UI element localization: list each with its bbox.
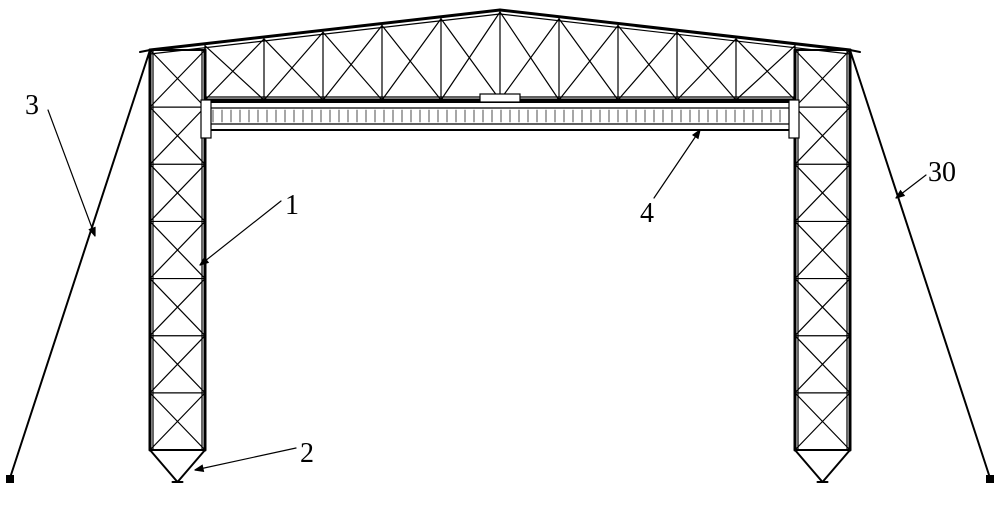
callout-1: 1: [285, 190, 299, 222]
gantry-diagram: [0, 0, 1000, 507]
callout-3: 3: [25, 90, 39, 122]
callout-30: 30: [928, 157, 956, 189]
callout-2: 2: [300, 438, 314, 470]
callout-4: 4: [640, 198, 654, 230]
